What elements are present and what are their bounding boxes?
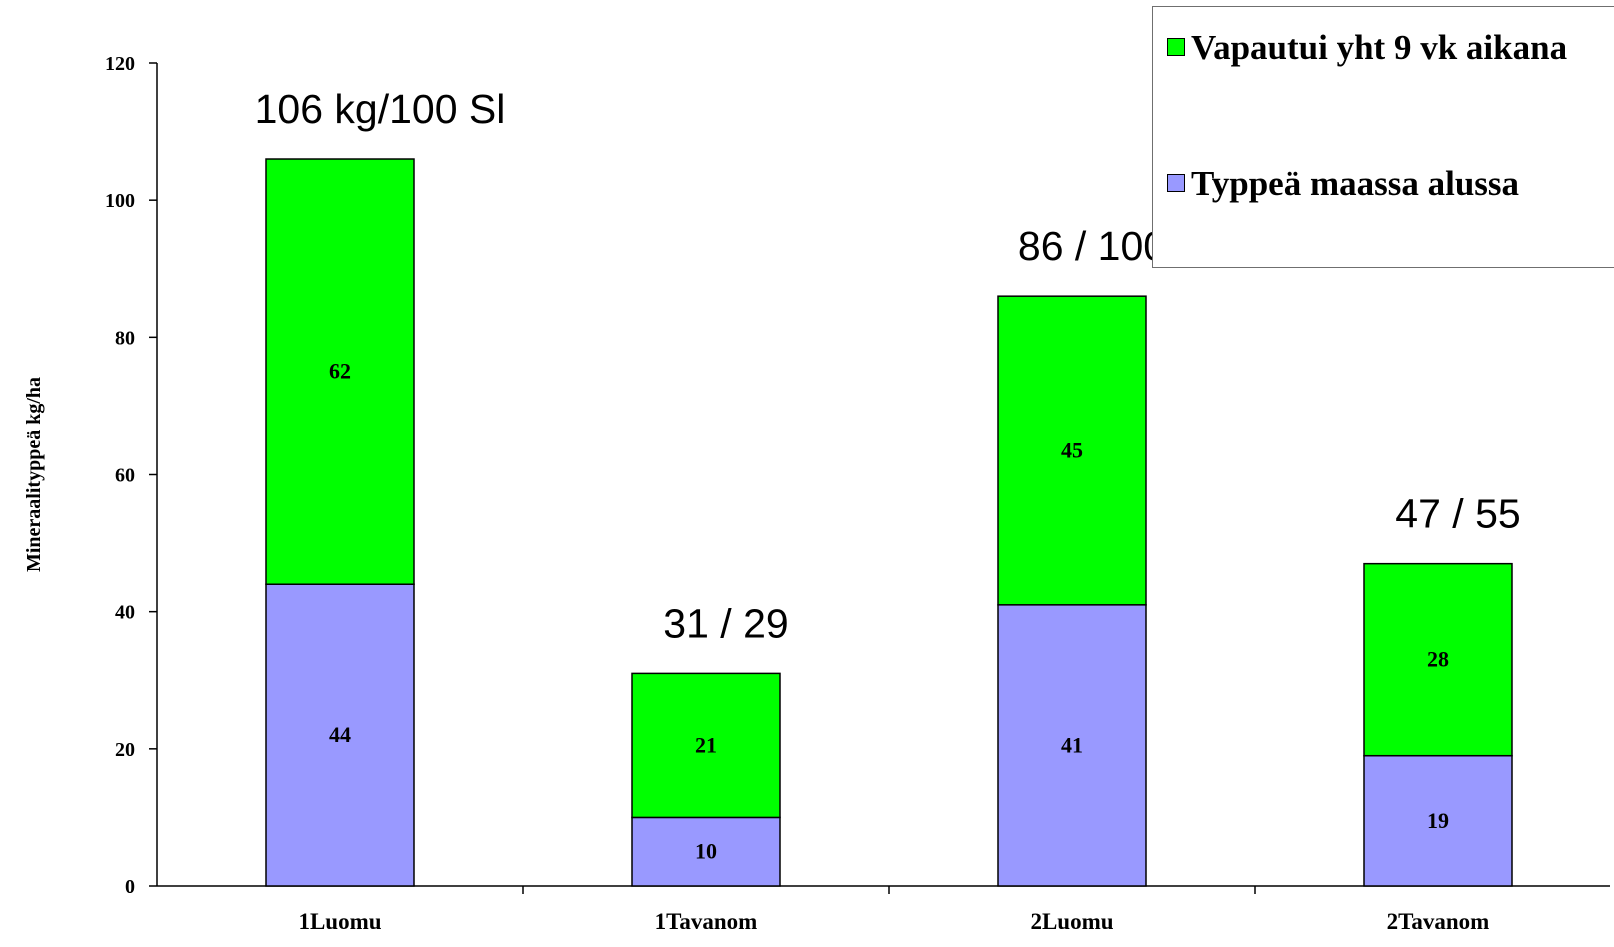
- legend-swatch-released: [1167, 38, 1185, 56]
- bar-data-label: 62: [329, 359, 351, 384]
- bar-total-annotation: 106 kg/100 Sl: [255, 86, 506, 132]
- legend-swatch-initial: [1167, 174, 1185, 192]
- y-axis-title: Mineraalityppeä kg/ha: [23, 377, 45, 572]
- y-tick-label: 120: [105, 53, 135, 75]
- bar-data-label: 10: [695, 839, 717, 864]
- x-category-label: 1Tavanom: [655, 909, 758, 934]
- bar-segment: [265, 158, 415, 585]
- bar-segment: [997, 295, 1147, 606]
- legend-label-initial: Typpeä maassa alussa: [1191, 164, 1520, 203]
- bar-segment: [631, 672, 781, 819]
- x-category-label: 1Luomu: [298, 909, 381, 934]
- y-tick-label: 80: [115, 327, 135, 349]
- y-tick-label: 0: [125, 876, 135, 898]
- chart-legend: Vapautui yht 9 vk aikana Typpeä maassa a…: [1152, 6, 1614, 268]
- bar-segment: [1363, 562, 1513, 757]
- bar-segment: [265, 583, 415, 887]
- legend-item-released: Vapautui yht 9 vk aikana: [1167, 29, 1591, 67]
- bar-data-label: 44: [329, 722, 351, 747]
- bar-segment: [997, 604, 1147, 887]
- y-tick-label: 100: [105, 190, 135, 212]
- legend-label-released: Vapautui yht 9 vk aikana: [1191, 28, 1568, 67]
- bar-data-label: 21: [695, 732, 717, 757]
- bar-data-label: 19: [1427, 808, 1449, 833]
- bar-segment: [1363, 754, 1513, 887]
- y-tick-label: 20: [115, 739, 135, 761]
- x-category-label: 2Luomu: [1030, 909, 1113, 934]
- bar-data-label: 41: [1061, 732, 1083, 757]
- bar-data-label: 45: [1061, 437, 1083, 462]
- y-tick-label: 40: [115, 602, 135, 624]
- x-category-label: 2Tavanom: [1387, 909, 1490, 934]
- y-tick-label: 60: [115, 465, 135, 487]
- bar-total-annotation: 31 / 29: [663, 600, 788, 646]
- legend-item-initial: Typpeä maassa alussa: [1167, 165, 1591, 203]
- bar-total-annotation: 86 / 100: [1018, 223, 1166, 269]
- bar-data-label: 28: [1427, 647, 1449, 672]
- bar-total-annotation: 47 / 55: [1395, 491, 1520, 537]
